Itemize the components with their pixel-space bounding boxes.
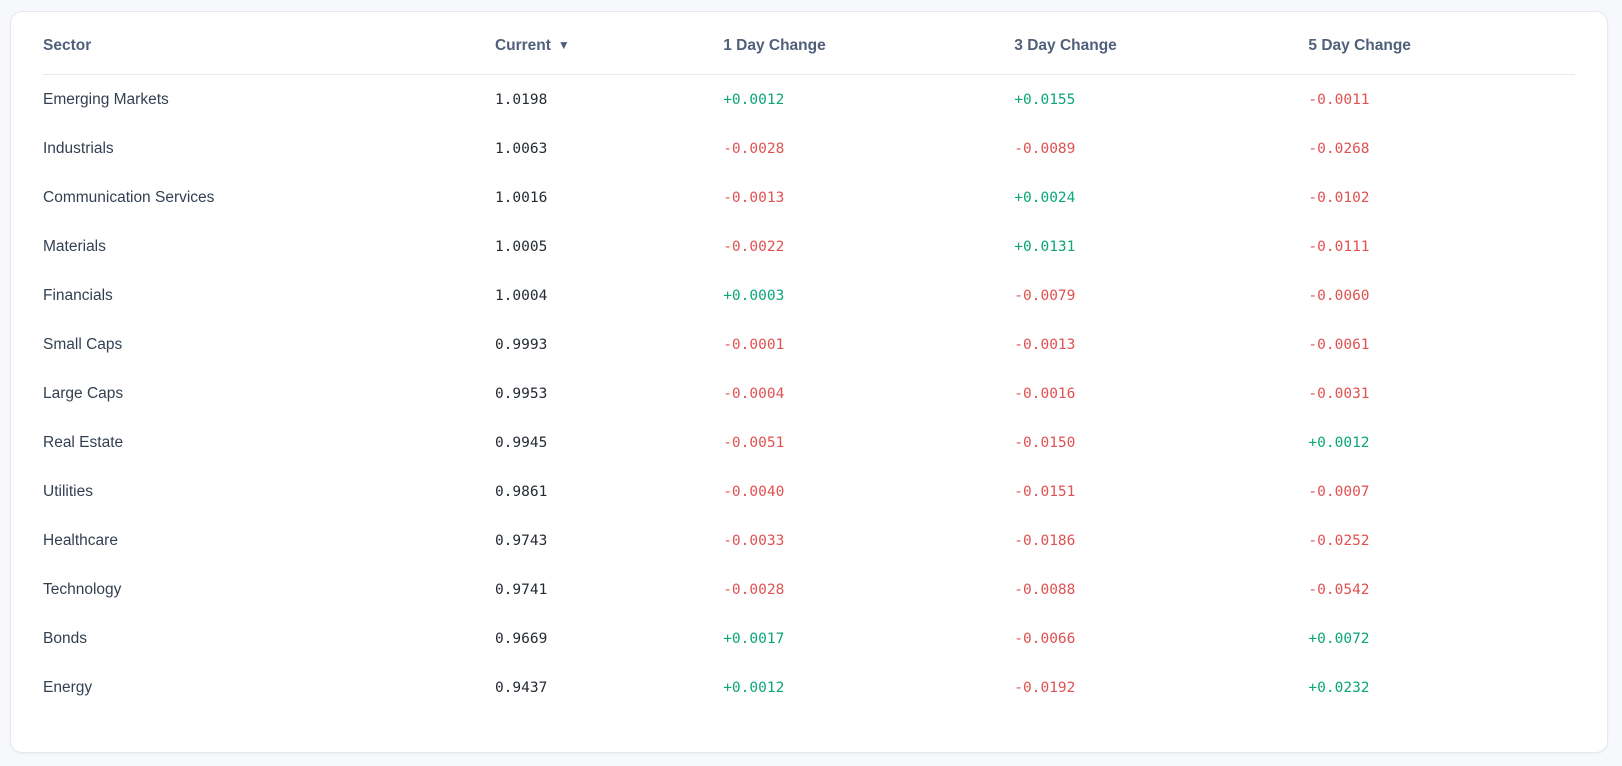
column-header-d5[interactable]: 5 Day Change	[1308, 12, 1575, 75]
d3-value-cell: -0.0150	[1014, 434, 1076, 451]
current-value-cell: 1.0198	[494, 91, 548, 108]
current-value-cell: 0.9741	[494, 581, 548, 598]
current-value-cell: 1.0063	[494, 140, 548, 157]
d1-value-cell: -0.0051	[723, 434, 785, 451]
current-value-cell: 0.9669	[494, 630, 548, 647]
d1-value-cell: -0.0004	[723, 385, 785, 402]
table-row: Healthcare 0.9743 -0.0033 -0.0186 -0.0252	[43, 516, 1575, 565]
sector-name-cell: Large Caps	[43, 384, 124, 402]
d1-value-cell: +0.0012	[723, 679, 785, 696]
column-header-label: Sector	[43, 37, 92, 54]
d1-value-cell: -0.0022	[723, 238, 785, 255]
current-value-cell: 1.0005	[494, 238, 548, 255]
column-header-label: Current	[494, 37, 551, 54]
d5-value-cell: -0.0060	[1308, 287, 1370, 304]
d3-value-cell: -0.0013	[1014, 336, 1076, 353]
d1-value-cell: +0.0003	[723, 287, 785, 304]
d1-value-cell: +0.0012	[723, 91, 785, 108]
table-row: Emerging Markets 1.0198 +0.0012 +0.0155 -0.0…	[43, 75, 1575, 125]
d3-value-cell: -0.0016	[1014, 385, 1076, 402]
sector-name-cell: Healthcare	[43, 531, 118, 549]
d1-value-cell: -0.0028	[723, 140, 785, 157]
sort-desc-icon: ▼	[557, 38, 570, 52]
sector-performance-card: Sector Current ▼ 1 Day Change 3 Day Change 5 …	[10, 11, 1608, 753]
current-value-cell: 0.9743	[494, 532, 548, 549]
sector-name-cell: Communication Services	[43, 188, 215, 206]
d3-value-cell: -0.0079	[1014, 287, 1076, 304]
table-row: Communication Services 1.0016 -0.0013 +0.00…	[43, 173, 1575, 222]
table-row: Large Caps 0.9953 -0.0004 -0.0016 -0.0031	[43, 369, 1575, 418]
d3-value-cell: -0.0066	[1014, 630, 1076, 647]
sector-name-cell: Utilities	[43, 482, 93, 500]
table-row: Utilities 0.9861 -0.0040 -0.0151 -0.0007	[43, 467, 1575, 516]
table-row: Small Caps 0.9993 -0.0001 -0.0013 -0.0061	[43, 320, 1575, 369]
d1-value-cell: -0.0040	[723, 483, 785, 500]
d1-value-cell: -0.0033	[723, 532, 785, 549]
current-value-cell: 0.9993	[494, 336, 548, 353]
sector-name-cell: Materials	[43, 237, 106, 255]
sector-name-cell: Financials	[43, 286, 113, 304]
d3-value-cell: -0.0192	[1014, 679, 1076, 696]
d5-value-cell: -0.0111	[1308, 238, 1370, 255]
d5-value-cell: -0.0268	[1308, 140, 1370, 157]
d1-value-cell: +0.0017	[723, 630, 785, 647]
d3-value-cell: +0.0155	[1014, 91, 1076, 108]
d5-value-cell: -0.0542	[1308, 581, 1370, 598]
column-header-d3[interactable]: 3 Day Change	[1014, 12, 1309, 75]
d5-value-cell: -0.0007	[1308, 483, 1370, 500]
column-header-sector[interactable]: Sector	[43, 12, 495, 75]
current-value-cell: 0.9945	[494, 434, 548, 451]
column-header-current[interactable]: Current ▼	[494, 12, 724, 75]
table-row: Technology 0.9741 -0.0028 -0.0088 -0.0542	[43, 565, 1575, 614]
table-row: Energy 0.9437 +0.0012 -0.0192 +0.0232	[43, 663, 1575, 712]
column-header-label: 5 Day Change	[1308, 37, 1411, 54]
d3-value-cell: +0.0024	[1014, 189, 1076, 206]
d3-value-cell: -0.0151	[1014, 483, 1076, 500]
current-value-cell: 1.0004	[494, 287, 548, 304]
d5-value-cell: -0.0252	[1308, 532, 1370, 549]
d5-value-cell: +0.0012	[1308, 434, 1370, 451]
sector-table-body: Emerging Markets 1.0198 +0.0012 +0.0155 -0.0…	[43, 75, 1575, 713]
d1-value-cell: -0.0013	[723, 189, 785, 206]
d1-value-cell: -0.0028	[723, 581, 785, 598]
d3-value-cell: -0.0088	[1014, 581, 1076, 598]
sector-name-cell: Emerging Markets	[43, 90, 169, 108]
table-row: Materials 1.0005 -0.0022 +0.0131 -0.0111	[43, 222, 1575, 271]
header-row: Sector Current ▼ 1 Day Change 3 Day Change 5 …	[43, 12, 1575, 75]
current-value-cell: 0.9861	[494, 483, 548, 500]
sector-name-cell: Bonds	[43, 629, 87, 647]
current-value-cell: 0.9953	[494, 385, 548, 402]
sector-name-cell: Real Estate	[43, 433, 124, 451]
sector-name-cell: Energy	[43, 678, 93, 696]
current-value-cell: 1.0016	[494, 189, 548, 206]
d3-value-cell: +0.0131	[1014, 238, 1076, 255]
d5-value-cell: +0.0232	[1308, 679, 1370, 696]
d5-value-cell: -0.0031	[1308, 385, 1370, 402]
d1-value-cell: -0.0001	[723, 336, 785, 353]
d5-value-cell: +0.0072	[1308, 630, 1370, 647]
sector-name-cell: Industrials	[43, 139, 114, 157]
d3-value-cell: -0.0089	[1014, 140, 1076, 157]
table-row: Financials 1.0004 +0.0003 -0.0079 -0.0060	[43, 271, 1575, 320]
table-header: Sector Current ▼ 1 Day Change 3 Day Change 5 …	[43, 12, 1575, 75]
d5-value-cell: -0.0061	[1308, 336, 1370, 353]
d3-value-cell: -0.0186	[1014, 532, 1076, 549]
d5-value-cell: -0.0011	[1308, 91, 1370, 108]
d5-value-cell: -0.0102	[1308, 189, 1370, 206]
column-header-label: 1 Day Change	[723, 37, 826, 54]
sector-name-cell: Technology	[43, 580, 122, 598]
column-header-d1[interactable]: 1 Day Change	[723, 12, 1015, 75]
sector-name-cell: Small Caps	[43, 335, 123, 353]
table-row: Bonds 0.9669 +0.0017 -0.0066 +0.0072	[43, 614, 1575, 663]
sector-performance-table: Sector Current ▼ 1 Day Change 3 Day Change 5 …	[43, 12, 1575, 712]
current-value-cell: 0.9437	[494, 679, 548, 696]
table-row: Real Estate 0.9945 -0.0051 -0.0150 +0.0012	[43, 418, 1575, 467]
column-header-label: 3 Day Change	[1014, 37, 1117, 54]
table-row: Industrials 1.0063 -0.0028 -0.0089 -0.0268	[43, 124, 1575, 173]
